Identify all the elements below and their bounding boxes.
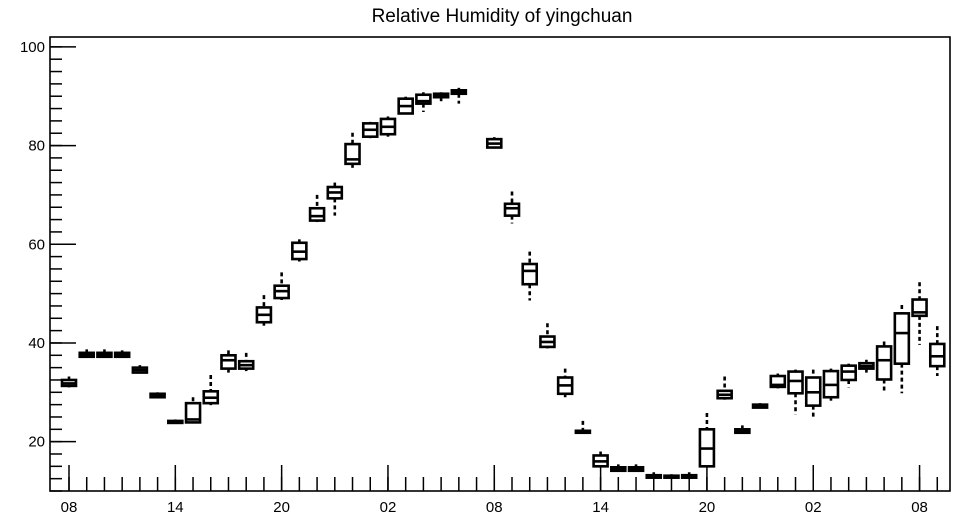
- box-plot: [911, 282, 928, 345]
- box-plot: [875, 341, 893, 393]
- x-tick-label: 20: [699, 499, 716, 516]
- box-plot: [202, 375, 220, 406]
- box-iqr: [344, 142, 361, 166]
- box-plot: [149, 392, 166, 399]
- box-plot: [734, 425, 751, 435]
- box-plot: [804, 369, 822, 417]
- box-plot: [751, 403, 769, 409]
- box-series: [60, 87, 946, 479]
- x-tick-label: 02: [380, 499, 397, 516]
- box-plot: [308, 194, 326, 223]
- box-plot: [574, 420, 592, 435]
- box-plot: [237, 352, 255, 372]
- box-plot: [503, 191, 521, 224]
- box-plot: [610, 464, 627, 473]
- box-plot: [291, 239, 308, 262]
- y-tick-label: 20: [28, 434, 45, 451]
- box-plot: [344, 132, 361, 169]
- box-iqr: [787, 370, 804, 395]
- box-iqr: [521, 262, 539, 286]
- box-plot: [485, 137, 503, 149]
- x-tick-label: 14: [167, 499, 184, 516]
- box-plot: [397, 96, 414, 115]
- box-plot: [432, 92, 450, 104]
- box-iqr: [184, 401, 202, 424]
- box-plot: [858, 359, 875, 375]
- box-plot: [592, 451, 609, 468]
- y-tick-label: 100: [20, 39, 45, 56]
- x-tick-label: 02: [805, 499, 822, 516]
- box-plot: [415, 92, 432, 113]
- y-tick-label: 40: [28, 335, 45, 352]
- box-plot: [893, 304, 911, 394]
- box-plot: [769, 373, 787, 389]
- box-plot: [78, 349, 96, 359]
- chart-title: Relative Humidity of yingchuan: [372, 6, 633, 27]
- box-plot: [698, 413, 716, 468]
- box-plot: [167, 419, 184, 425]
- box-iqr: [415, 93, 432, 105]
- box-plot: [60, 376, 78, 388]
- axes: 20 40 60 80 100 08 14 20 02 08 14 20 02 08: [20, 36, 951, 516]
- box-iqr: [893, 312, 911, 365]
- box-plot: [361, 121, 379, 139]
- box-plot: [680, 472, 698, 479]
- box-plot: [627, 464, 645, 473]
- box-plot: [131, 365, 149, 374]
- box-plot: [840, 363, 857, 388]
- y-tick-label: 60: [28, 236, 45, 253]
- plot-frame: [49, 36, 951, 492]
- box-iqr: [220, 353, 237, 370]
- box-plot: [787, 369, 804, 415]
- box-plot: [928, 326, 946, 377]
- box-plot: [663, 474, 680, 479]
- x-tick-label: 20: [273, 499, 290, 516]
- box-iqr: [308, 206, 326, 222]
- box-iqr: [503, 202, 521, 217]
- box-plot: [822, 368, 840, 401]
- box-plot: [379, 116, 397, 137]
- x-tick-label: 08: [61, 499, 78, 516]
- box-plot: [539, 323, 556, 349]
- box-plot: [220, 350, 237, 376]
- box-iqr: [769, 374, 787, 389]
- box-plot: [716, 376, 733, 400]
- box-plot: [450, 87, 468, 104]
- x-tick-label: 14: [592, 499, 609, 516]
- box-plot: [521, 251, 539, 301]
- box-plot: [326, 182, 344, 216]
- box-iqr: [875, 345, 893, 381]
- box-plot: [113, 350, 131, 359]
- box-plot: [96, 349, 113, 359]
- box-plot: [184, 397, 202, 424]
- box-plot: [556, 368, 574, 398]
- x-tick-label: 08: [486, 499, 503, 516]
- x-tick-label: 08: [911, 499, 928, 516]
- box-plot: [255, 295, 273, 326]
- box-plot: [645, 472, 663, 479]
- y-tick-label: 80: [28, 138, 45, 155]
- box-plot: [273, 272, 290, 301]
